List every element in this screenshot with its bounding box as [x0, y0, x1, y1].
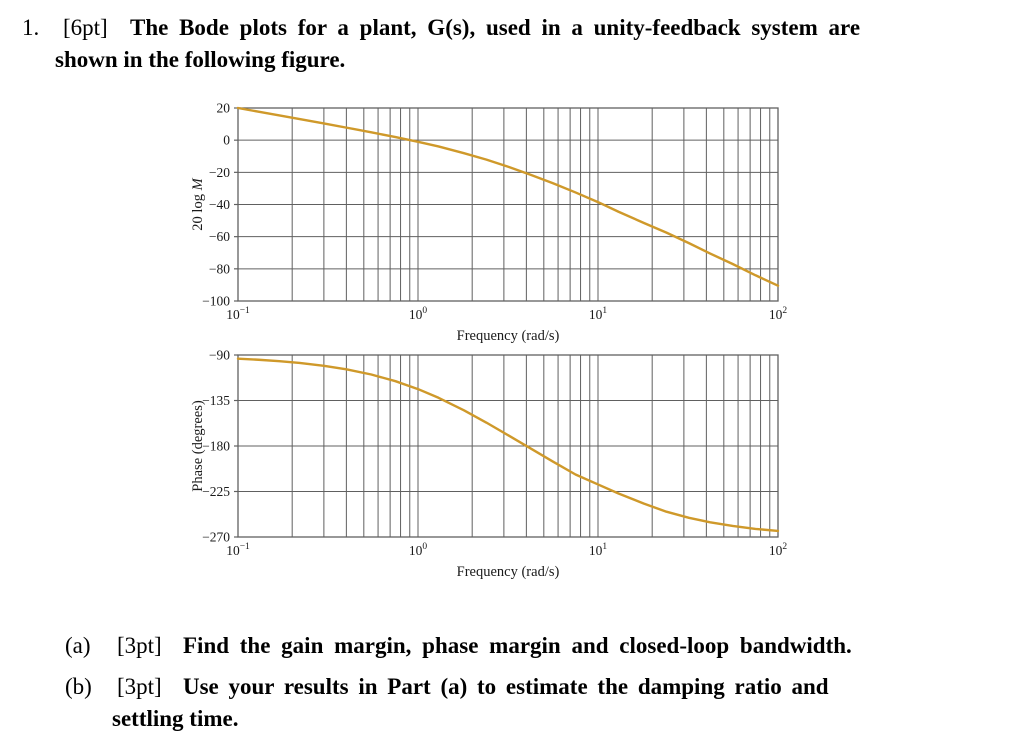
svg-text:0: 0	[223, 133, 230, 148]
svg-text:−20: −20	[209, 165, 230, 180]
svg-text:Phase (degrees): Phase (degrees)	[190, 400, 206, 492]
svg-text:101: 101	[589, 306, 608, 322]
part-a-label: (a)	[65, 633, 91, 658]
svg-text:Frequency (rad/s): Frequency (rad/s)	[457, 328, 560, 344]
svg-text:20: 20	[217, 101, 231, 116]
problem-number: 1.	[22, 15, 40, 40]
svg-text:100: 100	[409, 542, 428, 558]
svg-text:−60: −60	[209, 229, 230, 244]
svg-text:−100: −100	[202, 294, 230, 309]
svg-text:−270: −270	[202, 530, 230, 545]
part-a-text: Find the gain margin, phase margin and c…	[183, 633, 852, 658]
svg-text:−90: −90	[209, 348, 230, 363]
svg-text:102: 102	[769, 542, 788, 558]
part-b-text-line2: settling time.	[112, 706, 239, 731]
svg-text:101: 101	[589, 542, 608, 558]
svg-text:100: 100	[409, 306, 428, 322]
svg-text:10−1: 10−1	[226, 542, 250, 558]
svg-text:Frequency (rad/s): Frequency (rad/s)	[457, 564, 560, 580]
svg-text:−135: −135	[202, 393, 230, 408]
part-b-label: (b)	[65, 674, 92, 699]
problem-statement-line1: The Bode plots for a plant, G(s), used i…	[130, 15, 861, 40]
problem-statement-line2: shown in the following figure.	[55, 47, 346, 72]
part-a-points: [3pt]	[117, 633, 162, 658]
svg-text:−40: −40	[209, 197, 230, 212]
part-b-points: [3pt]	[117, 674, 162, 699]
svg-text:−180: −180	[202, 439, 230, 454]
svg-text:−80: −80	[209, 261, 230, 276]
svg-text:102: 102	[769, 306, 788, 322]
svg-text:−225: −225	[202, 484, 230, 499]
problem-points-badge: [6pt]	[63, 15, 108, 40]
svg-text:20 log M: 20 log M	[190, 177, 206, 230]
svg-text:10−1: 10−1	[226, 306, 250, 322]
part-b-text-line1: Use your results in Part (a) to estimate…	[183, 674, 829, 699]
